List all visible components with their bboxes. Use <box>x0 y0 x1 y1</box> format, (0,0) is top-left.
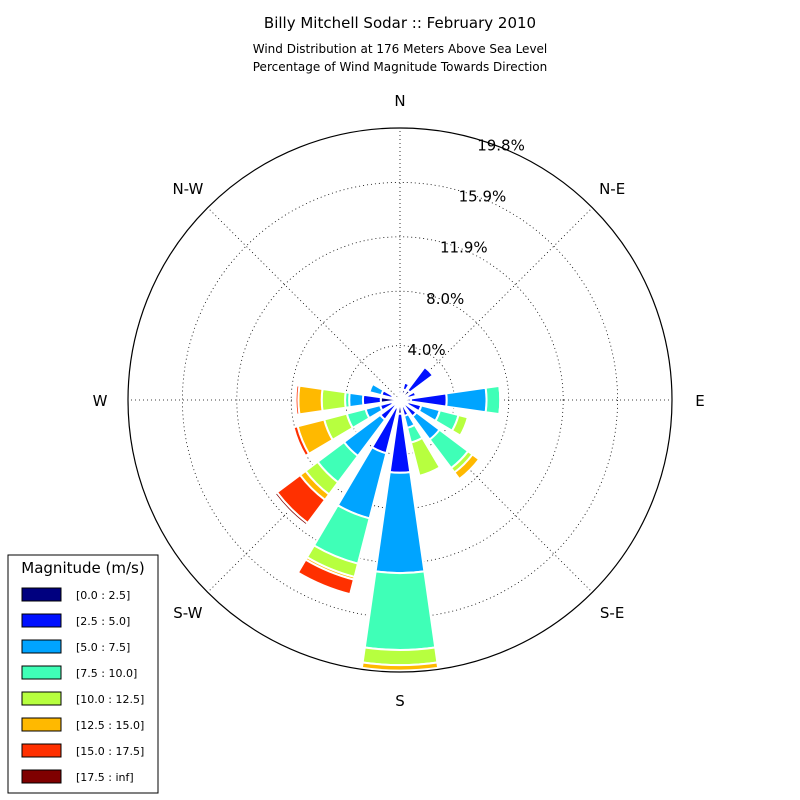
ring-label-5: 19.8% <box>477 136 525 154</box>
direction-label-e: E <box>695 392 704 410</box>
legend-swatch-1 <box>21 613 62 628</box>
sector-bar-270-bin-4 <box>320 387 347 413</box>
ring-label-3: 11.9% <box>440 239 488 257</box>
sector-bar-0-bin-1 <box>397 388 403 392</box>
legend: Magnitude (m/s) [0.0 : 2.5] [2.5 : 5.0] [5… <box>7 554 159 794</box>
legend-label-4: [10.0 : 12.5] <box>76 693 144 706</box>
direction-label-n: N <box>394 92 405 110</box>
legend-label-3: [7.5 : 10.0] <box>76 667 137 680</box>
ring-labels: 4.0% 8.0% 11.9% 15.9% 19.8% <box>408 136 525 358</box>
legend-label-5: [12.5 : 15.0] <box>76 719 144 732</box>
sector-bar-22.5-bin-1 <box>401 381 411 392</box>
legend-swatch-5 <box>21 717 62 732</box>
sector-bar-90-bin-4 <box>498 384 503 416</box>
direction-label-s-e: S-E <box>600 604 624 622</box>
direction-label-s: S <box>395 692 405 710</box>
chart-subtitle-line-1: Wind Distribution at 176 Meters Above Se… <box>253 42 548 56</box>
direction-label-n-e: N-E <box>599 180 625 198</box>
sector-bar-90-bin-2 <box>445 386 488 414</box>
ring-label-1: 4.0% <box>408 341 446 359</box>
sector-bar-292.5-bin-2 <box>368 382 385 397</box>
direction-label-w: W <box>93 392 108 410</box>
legend-label-0: [0.0 : 2.5] <box>76 589 130 602</box>
legend-label-1: [2.5 : 5.0] <box>76 615 130 628</box>
ring-label-2: 8.0% <box>426 290 464 308</box>
direction-label-n-w: N-W <box>172 180 203 198</box>
grid-spoke-n-w <box>207 207 401 401</box>
legend-swatch-3 <box>21 665 62 680</box>
sector-bar-180-bin-2 <box>374 470 426 575</box>
legend-title: Magnitude (m/s) <box>21 559 144 577</box>
sector-bar-135-bin-5 <box>453 453 481 481</box>
sector-bar-112.5-bin-4 <box>450 413 470 438</box>
sector-bar-270-bin-5 <box>297 384 324 416</box>
sector-bar-270-bin-6 <box>294 384 301 416</box>
sector-bar-247.5-bin-6 <box>292 425 311 458</box>
ring-label-4: 15.9% <box>459 188 507 206</box>
chart-subtitle-line-2: Percentage of Wind Magnitude Towards Dir… <box>253 60 547 74</box>
legend-swatch-7 <box>21 769 62 784</box>
legend-swatch-6 <box>21 743 62 758</box>
sector-bar-180-bin-3 <box>363 570 437 652</box>
sector-bar-202.5-bin-6 <box>296 558 356 596</box>
grid-spoke-s-e <box>399 399 593 593</box>
sector-bar-270-bin-2 <box>348 391 365 409</box>
sector-bar-225-bin-7 <box>273 490 310 527</box>
sector-bar-67.5-bin-1 <box>405 390 418 400</box>
direction-label-s-w: S-W <box>173 604 202 622</box>
sector-bar-157.5-bin-4 <box>409 436 442 478</box>
wind-sectors <box>273 365 503 672</box>
grid-spoke-n-e <box>399 207 593 401</box>
sector-bar-45-bin-1 <box>406 365 435 394</box>
legend-swatch-0 <box>21 587 62 602</box>
sector-bar-270-bin-1 <box>361 393 383 407</box>
legend-label-6: [15.0 : 17.5] <box>76 745 144 758</box>
legend-label-2: [5.0 : 7.5] <box>76 641 130 654</box>
outer-circle <box>127 127 673 673</box>
grid-ring-4 <box>181 181 619 619</box>
sector-bar-90-bin-3 <box>484 384 502 416</box>
legend-swatch-4 <box>21 691 62 706</box>
direction-labels: N N-E E S-E S S-W W N-W <box>93 92 705 710</box>
sector-bar-180-bin-5 <box>360 661 440 672</box>
legend-swatch-2 <box>21 639 62 654</box>
legend-label-7: [17.5 : inf] <box>76 771 134 784</box>
sector-bar-180-bin-4 <box>361 646 439 667</box>
chart-title: Billy Mitchell Sodar :: February 2010 <box>264 14 536 32</box>
